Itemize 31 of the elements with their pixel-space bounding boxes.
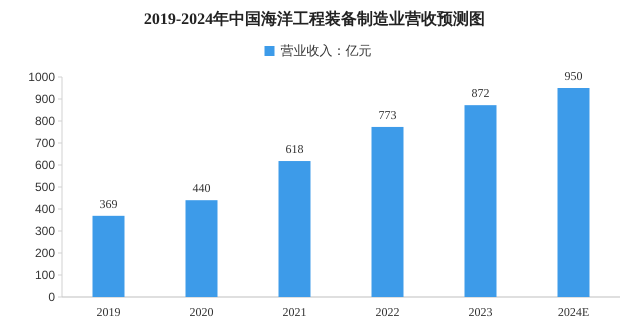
bar bbox=[278, 161, 310, 297]
y-tick-label: 400 bbox=[34, 202, 56, 216]
y-tick-label: 1000 bbox=[28, 70, 56, 84]
y-tick-label: 600 bbox=[34, 158, 56, 172]
bar bbox=[558, 88, 590, 297]
y-tick-label: 700 bbox=[34, 136, 56, 150]
chart-title: 2019-2024年中国海洋工程装备制造业营收预测图 bbox=[144, 10, 486, 28]
y-tick-label: 500 bbox=[34, 180, 56, 194]
data-label: 369 bbox=[100, 196, 118, 211]
bar bbox=[464, 105, 496, 297]
y-tick-label: 900 bbox=[34, 92, 56, 106]
x-tick-label: 2023 bbox=[468, 305, 492, 319]
data-label: 773 bbox=[378, 108, 396, 122]
y-tick-label: 0 bbox=[48, 290, 56, 304]
bar bbox=[186, 200, 218, 297]
x-tick-label: 2019 bbox=[96, 305, 120, 319]
bar bbox=[372, 126, 404, 297]
y-tick-label: 200 bbox=[34, 246, 56, 260]
y-tick-label: 800 bbox=[34, 114, 56, 128]
data-label: 872 bbox=[472, 86, 490, 100]
data-label: 950 bbox=[564, 69, 582, 83]
y-tick-label: 100 bbox=[34, 268, 56, 282]
x-tick-label: 2022 bbox=[376, 305, 400, 319]
x-tick-label: 2021 bbox=[282, 305, 306, 319]
bar bbox=[92, 216, 124, 297]
x-tick-label: 2024E bbox=[558, 305, 590, 319]
y-tick-label: 300 bbox=[34, 224, 56, 238]
x-tick-label: 2020 bbox=[190, 305, 214, 319]
legend-label: 营业收入：亿元 bbox=[280, 43, 372, 58]
data-label: 618 bbox=[286, 142, 304, 156]
data-label: 440 bbox=[192, 181, 210, 196]
